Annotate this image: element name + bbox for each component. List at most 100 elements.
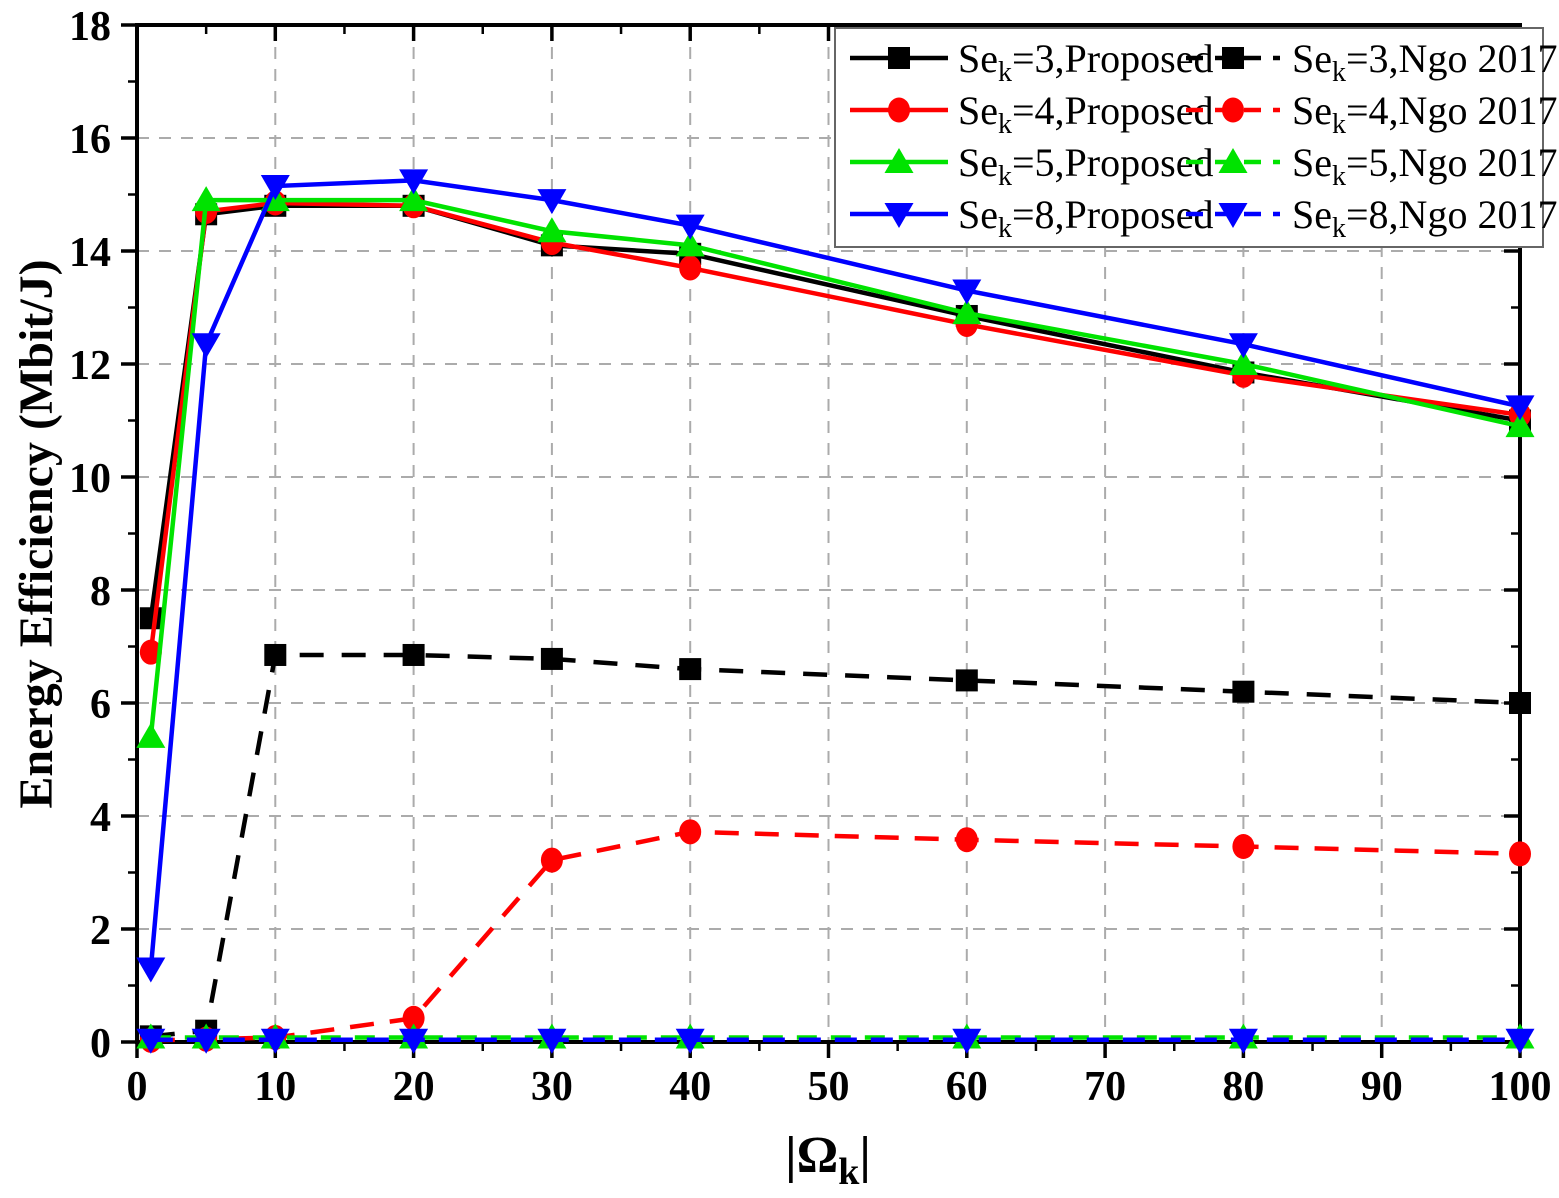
marker-triangle-up bbox=[675, 231, 705, 257]
marker-square bbox=[888, 47, 910, 69]
legend-item: Sek=5,Ngo 2017 bbox=[1186, 140, 1557, 192]
series-Sek=4,Ngo 2017 bbox=[139, 819, 1531, 1053]
series-Sek=8,Ngo 2017 bbox=[136, 1028, 1535, 1054]
legend-item-label: Sek=3,Ngo 2017 bbox=[1292, 36, 1557, 88]
series-Sek=5,Ngo 2017 bbox=[136, 1023, 1535, 1049]
series-line bbox=[148, 203, 1521, 619]
marker-triangle-up bbox=[399, 186, 429, 212]
y-tick-label: 6 bbox=[90, 682, 111, 728]
marker-triangle-up bbox=[136, 722, 166, 748]
legend-item: Sek=3,Proposed bbox=[850, 36, 1213, 88]
marker-square bbox=[1222, 47, 1244, 69]
legend-item-label: Sek=8,Proposed bbox=[958, 192, 1213, 244]
x-tick-label: 50 bbox=[808, 1064, 850, 1110]
legend-item: Sek=4,Proposed bbox=[850, 88, 1213, 140]
marker-triangle-down bbox=[260, 1028, 290, 1054]
legend-item: Sek=8,Proposed bbox=[850, 192, 1213, 244]
legend-item-label: Sek=3,Proposed bbox=[958, 36, 1213, 88]
y-tick-label: 4 bbox=[90, 795, 111, 841]
marker-triangle-down bbox=[537, 189, 567, 215]
marker-circle bbox=[888, 97, 910, 123]
marker-circle bbox=[1232, 834, 1255, 860]
marker-square bbox=[540, 647, 563, 670]
series-Sek=8,Proposed bbox=[136, 169, 1535, 983]
marker-triangle-down bbox=[399, 169, 429, 195]
x-tick-label: 90 bbox=[1361, 1064, 1403, 1110]
marker-triangle-down bbox=[952, 1028, 982, 1054]
y-tick-label: 12 bbox=[69, 343, 111, 389]
marker-triangle-up bbox=[537, 217, 567, 243]
marker-square bbox=[1509, 692, 1531, 714]
series-Sek=5,Proposed bbox=[136, 186, 1535, 748]
marker-triangle-down bbox=[1228, 333, 1258, 359]
marker-circle bbox=[679, 819, 702, 845]
x-tick-label: 30 bbox=[531, 1064, 573, 1110]
x-tick-label: 40 bbox=[669, 1064, 711, 1110]
y-tick-label: 10 bbox=[69, 456, 111, 502]
series-line bbox=[150, 829, 1521, 1043]
marker-triangle-down bbox=[1505, 1028, 1535, 1054]
marker-square bbox=[955, 669, 978, 692]
data-series bbox=[136, 169, 1535, 1054]
marker-triangle-down bbox=[399, 1028, 429, 1054]
marker-square bbox=[679, 658, 702, 681]
legend-item-label: Sek=8,Ngo 2017 bbox=[1292, 192, 1557, 244]
marker-triangle-down bbox=[191, 1028, 221, 1054]
marker-triangle-up bbox=[1218, 148, 1248, 173]
marker-triangle-down bbox=[675, 1028, 705, 1054]
marker-triangle-down bbox=[136, 957, 166, 983]
legend-item-label: Sek=4,Proposed bbox=[958, 88, 1213, 140]
legend-item-label: Sek=5,Proposed bbox=[958, 140, 1213, 192]
marker-triangle-down bbox=[675, 214, 705, 240]
marker-triangle-down bbox=[884, 203, 914, 228]
legend-item: Sek=4,Ngo 2017 bbox=[1186, 88, 1557, 140]
marker-square bbox=[264, 643, 287, 666]
marker-triangle-down bbox=[1218, 203, 1248, 228]
y-tick-label: 0 bbox=[90, 1021, 111, 1067]
marker-triangle-down bbox=[952, 279, 982, 305]
marker-triangle-up bbox=[191, 186, 221, 212]
marker-circle bbox=[139, 639, 162, 665]
x-axis-title: |Ωk| bbox=[785, 1127, 871, 1193]
x-tick-label: 20 bbox=[393, 1064, 435, 1110]
marker-circle bbox=[679, 255, 702, 281]
legend-item-label: Sek=4,Ngo 2017 bbox=[1292, 88, 1557, 140]
marker-triangle-up bbox=[1228, 350, 1258, 375]
marker-square bbox=[1232, 680, 1255, 703]
series-line bbox=[150, 652, 1521, 1039]
marker-triangle-down bbox=[191, 333, 221, 359]
legend-item: Sek=3,Ngo 2017 bbox=[1186, 36, 1557, 88]
y-tick-label: 18 bbox=[69, 4, 111, 50]
series-line bbox=[148, 200, 1521, 653]
y-tick-label: 8 bbox=[90, 569, 111, 615]
axis-ticks-and-labels: 0 10 20 30 40 50 60 70 80 90 100 0 2 4 6 8 10 12 14 16 18 bbox=[69, 4, 1552, 1110]
x-tick-label: 100 bbox=[1489, 1064, 1552, 1110]
marker-circle bbox=[540, 847, 563, 873]
marker-square bbox=[402, 643, 425, 666]
legend-box bbox=[834, 27, 1544, 248]
marker-triangle-down bbox=[1505, 395, 1535, 421]
y-tick-label: 16 bbox=[69, 117, 111, 163]
x-tick-label: 60 bbox=[946, 1064, 988, 1110]
legend-item-label: Sek=5,Ngo 2017 bbox=[1292, 140, 1557, 192]
marker-triangle-up bbox=[1505, 412, 1535, 438]
y-axis-title: Energy Efficiency (Mbit/J) bbox=[10, 259, 63, 808]
marker-triangle-down bbox=[537, 1028, 567, 1054]
marker-triangle-up bbox=[884, 148, 914, 173]
marker-circle bbox=[402, 1005, 425, 1031]
legend: Sek=3,ProposedSek=4,ProposedSek=5,Propos… bbox=[834, 27, 1557, 248]
marker-circle bbox=[955, 827, 978, 853]
x-tick-label: 80 bbox=[1222, 1064, 1264, 1110]
marker-triangle-up bbox=[952, 299, 982, 325]
marker-triangle-down bbox=[1228, 1028, 1258, 1054]
x-tick-label: 10 bbox=[254, 1064, 296, 1110]
marker-circle bbox=[1509, 841, 1531, 867]
marker-triangle-down bbox=[260, 175, 290, 201]
legend-item: Sek=5,Proposed bbox=[850, 140, 1213, 192]
marker-triangle-down bbox=[136, 1028, 166, 1054]
marker-circle bbox=[1222, 97, 1244, 123]
legend-item: Sek=8,Ngo 2017 bbox=[1186, 192, 1557, 244]
y-tick-label: 2 bbox=[90, 908, 111, 954]
